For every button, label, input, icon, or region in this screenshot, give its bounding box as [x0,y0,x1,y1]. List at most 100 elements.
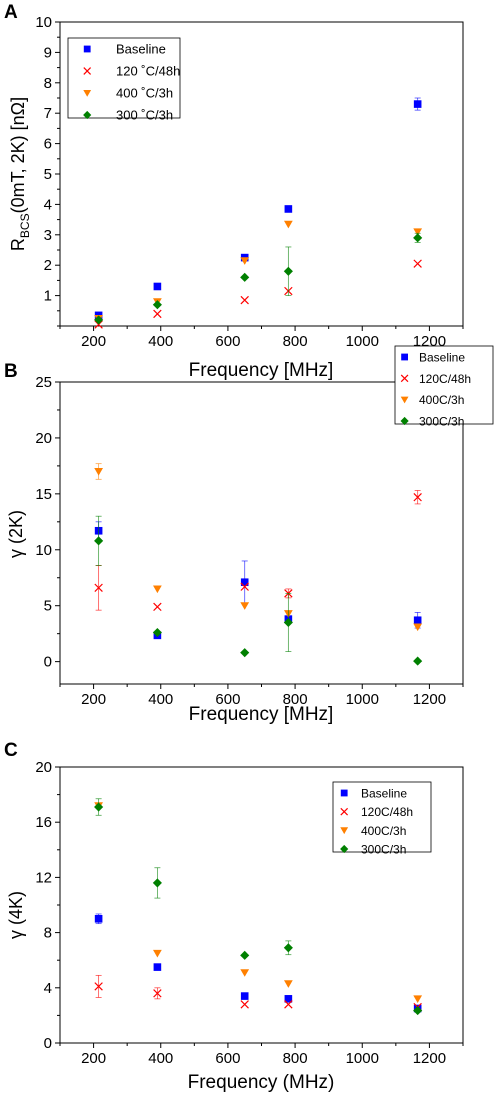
legend-label: 120C/48h [419,372,471,386]
legend-label: 120C/48h [361,805,413,819]
y-tick-label: 7 [44,105,52,122]
x-tick-label: 400 [148,333,173,350]
data-point [94,536,104,546]
y-tick-label: 5 [44,598,52,615]
legend-marker [340,789,348,797]
data-point [94,468,103,476]
y-tick-label: 0 [44,1035,52,1052]
data-point [94,915,103,923]
x-tick-label: 1000 [346,1050,379,1067]
legend-label: 300C/3h [419,415,464,429]
data-point [153,309,162,319]
data-point [240,969,250,977]
data-point [283,266,293,276]
data-point [413,259,422,268]
x-tick-label: 200 [81,1050,106,1067]
data-point [153,963,162,971]
y-tick-label: 0 [44,654,52,671]
y-tick-label: 20 [35,759,52,776]
series-c120 [94,259,422,329]
legend-marker [401,353,408,361]
y-tick-label: 4 [44,980,52,997]
plot-frame [59,381,464,685]
y-tick-label: 9 [44,44,52,61]
data-point [152,627,162,638]
panel-label: B [4,361,18,382]
x-tick-label: 800 [283,1050,308,1067]
data-point [153,989,162,998]
legend-label: 400C/3h [361,824,406,838]
y-axis-label: γ (2K) [6,510,26,558]
y-tick-label: 25 [35,374,52,391]
legend-marker [83,45,91,53]
data-point [153,602,162,612]
y-tick-label: 3 [44,227,52,244]
data-point [284,205,293,213]
legend: Baseline 120C/48h 400C/3h 300C/3h [394,345,494,429]
legend-label: 300 ˚C/3h [116,108,173,123]
data-point [152,878,162,888]
y-tick-label: 6 [44,136,52,153]
data-point [94,982,103,991]
data-point [240,295,249,305]
legend-marker [340,827,349,835]
series-baseline [94,913,422,1013]
data-point [240,1000,249,1009]
data-point [413,228,423,236]
legend-label: Baseline [116,42,166,57]
data-point [240,992,249,1000]
legend-marker [83,110,92,120]
data-point [240,272,250,282]
series-c400 [94,220,423,323]
y-tick-label: 16 [35,814,52,831]
data-point [413,100,422,108]
series-c300 [94,515,423,666]
data-marks [94,97,423,329]
x-axis-label: Frequency [MHz] [189,704,334,725]
data-point [283,220,293,229]
legend-marker [83,67,92,75]
series-c400 [94,463,423,632]
legend-label: 120 ˚C/48h [116,64,180,79]
legend-label: Baseline [419,351,465,365]
data-point [153,282,162,291]
x-tick-label: 1000 [346,691,379,708]
data-point [413,995,423,1004]
x-tick-label: 400 [148,1050,173,1067]
data-marks [94,463,423,666]
y-axis-label: γ (4K) [6,891,26,939]
data-point [240,950,250,960]
data-point [94,802,104,812]
axes: 200 400 600 800 1000 1200 0 4 8 12 16 20 [35,759,464,1067]
data-point [283,980,293,988]
data-point [240,257,250,265]
x-tick-label: 800 [283,333,308,350]
legend-marker [400,396,409,404]
y-axis-label: RBCS(0mT, 2K) [nΩ] [8,97,32,251]
legend-label: Baseline [361,787,407,801]
x-tick-label: 1200 [413,1050,446,1067]
data-point [413,623,423,632]
y-tick-label: 4 [44,196,52,213]
panel-b: B 200 400 600 800 1000 1200 0 5 10 15 20 25 Frequen… [4,345,494,725]
y-tick-label: 10 [35,14,52,31]
data-point [283,617,293,628]
x-tick-label: 800 [283,691,308,708]
panel-c: C 200 400 600 800 1000 1200 0 4 8 12 16 20 Frequenc… [4,740,464,1093]
data-point [153,585,162,594]
data-point [284,995,293,1003]
x-tick-label: 200 [81,333,106,350]
data-point [240,602,250,610]
legend-label: 300C/3h [361,843,406,857]
y-tick-label: 8 [44,925,52,942]
x-tick-label: 600 [215,691,240,708]
legend-box [394,345,494,425]
legend-label: 400C/3h [419,393,464,407]
series-baseline [94,521,422,640]
x-axis-label: Frequency (MHz) [188,1072,335,1093]
data-point [284,1000,293,1009]
legend: Baseline 120C/48h 400C/3h 300C/3h [332,781,432,857]
y-tick-label: 5 [44,166,52,183]
